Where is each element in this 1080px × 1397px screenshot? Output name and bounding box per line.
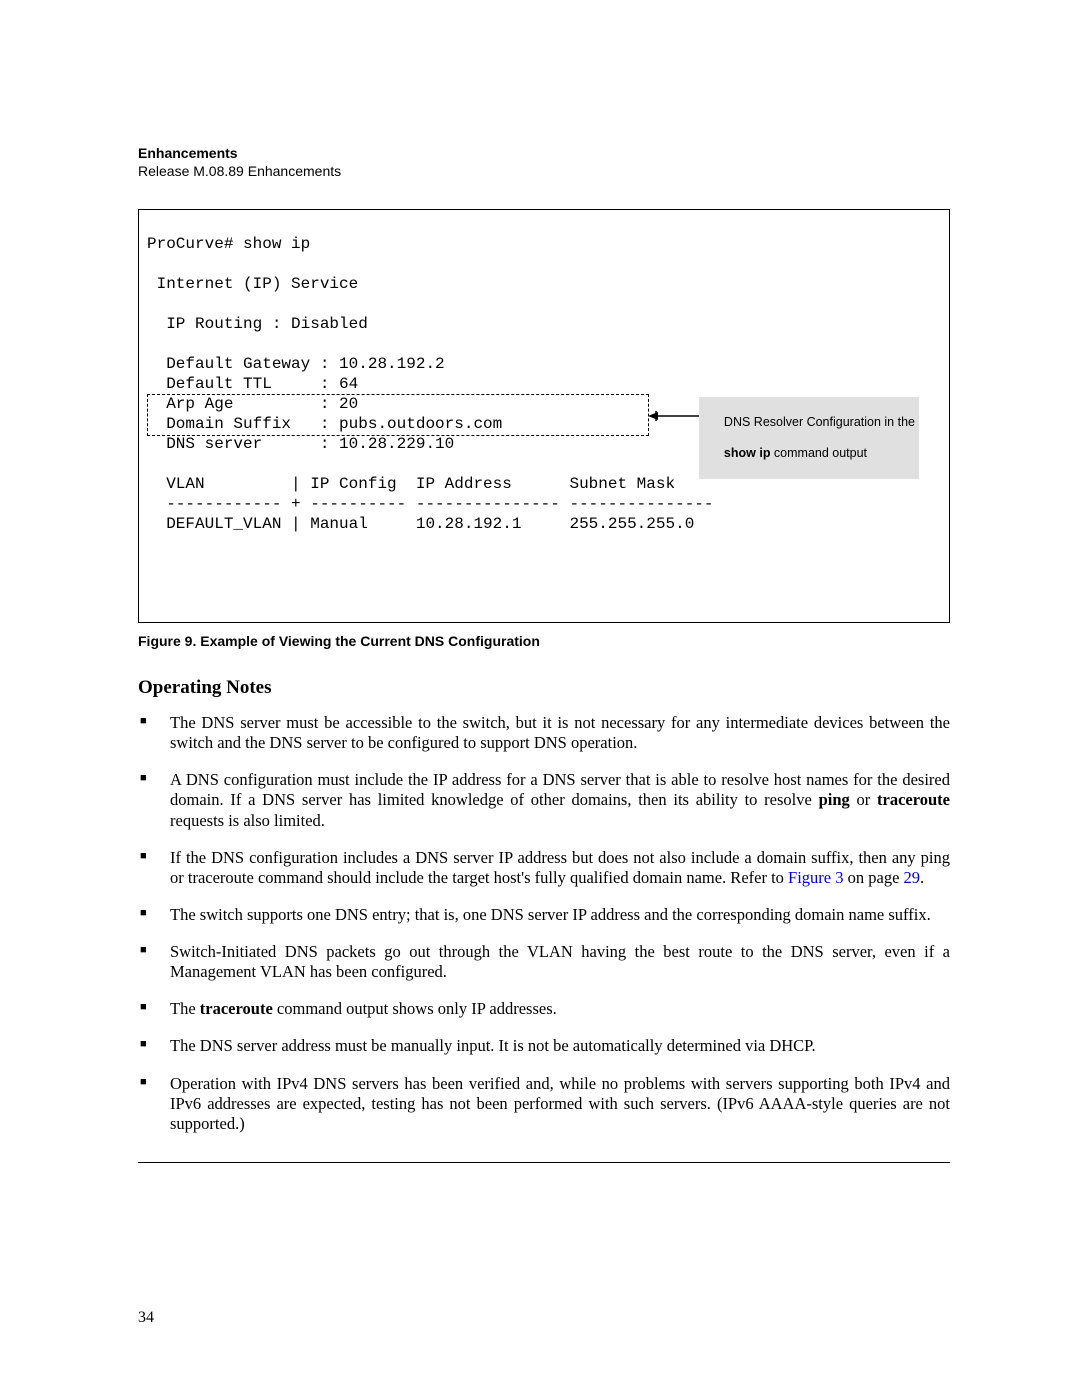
figure-caption: Figure 9. Example of Viewing the Current… bbox=[138, 633, 950, 649]
list-item: The DNS server address must be manually … bbox=[138, 1036, 950, 1056]
list-item: Operation with IPv4 DNS servers has been… bbox=[138, 1074, 950, 1134]
section-heading: Operating Notes bbox=[138, 677, 950, 699]
list-item: The traceroute command output shows only… bbox=[138, 999, 950, 1019]
list-text: The DNS server must be accessible to the… bbox=[170, 713, 950, 752]
terminal-line: Default TTL : 64 bbox=[147, 375, 358, 393]
bullet-list: The DNS server must be accessible to the… bbox=[138, 713, 950, 1134]
terminal-line: Arp Age : 20 bbox=[147, 395, 358, 413]
bold-text: traceroute bbox=[877, 790, 950, 809]
terminal-line: Internet (IP) Service bbox=[147, 275, 358, 293]
header-title: Enhancements bbox=[138, 145, 950, 161]
list-text: Operation with IPv4 DNS servers has been… bbox=[170, 1074, 950, 1133]
callout-label: DNS Resolver Configuration in the show i… bbox=[699, 397, 919, 479]
list-text: The bbox=[170, 999, 200, 1018]
terminal-line: DEFAULT_VLAN | Manual 10.28.192.1 255.25… bbox=[147, 515, 694, 533]
callout-text-line1: DNS Resolver Configuration in the bbox=[724, 415, 915, 429]
list-text: or bbox=[850, 790, 877, 809]
page-header: Enhancements Release M.08.89 Enhancement… bbox=[138, 145, 950, 179]
page-number: 34 bbox=[138, 1309, 154, 1327]
document-page: Enhancements Release M.08.89 Enhancement… bbox=[0, 0, 1080, 1231]
terminal-line: DNS server : 10.28.229.10 bbox=[147, 435, 454, 453]
bold-text: ping bbox=[819, 790, 850, 809]
terminal-line: ProCurve# show ip bbox=[147, 235, 310, 253]
terminal-line: Default Gateway : 10.28.192.2 bbox=[147, 355, 445, 373]
list-text: requests is also limited. bbox=[170, 811, 325, 830]
list-item: The switch supports one DNS entry; that … bbox=[138, 905, 950, 925]
divider-line bbox=[138, 1162, 950, 1163]
terminal-output-box: ProCurve# show ip Internet (IP) Service … bbox=[138, 209, 950, 623]
callout-text-rest: command output bbox=[770, 446, 867, 460]
terminal-line: Domain Suffix : pubs.outdoors.com bbox=[147, 415, 502, 433]
list-item: Switch-Initiated DNS packets go out thro… bbox=[138, 942, 950, 982]
list-text: The DNS server address must be manually … bbox=[170, 1036, 816, 1055]
list-text: The switch supports one DNS entry; that … bbox=[170, 905, 931, 924]
terminal-line: VLAN | IP Config IP Address Subnet Mask bbox=[147, 475, 675, 493]
list-text: Switch-Initiated DNS packets go out thro… bbox=[170, 942, 950, 981]
list-item: The DNS server must be accessible to the… bbox=[138, 713, 950, 753]
list-text: on page bbox=[844, 868, 904, 887]
terminal-line: ------------ + ---------- --------------… bbox=[147, 495, 714, 513]
list-item: A DNS configuration must include the IP … bbox=[138, 770, 950, 830]
header-subtitle: Release M.08.89 Enhancements bbox=[138, 163, 950, 179]
terminal-line: IP Routing : Disabled bbox=[147, 315, 368, 333]
list-text: command output shows only IP addresses. bbox=[273, 999, 557, 1018]
page-link[interactable]: 29 bbox=[904, 868, 921, 887]
callout-bold-text: show ip bbox=[724, 446, 771, 460]
list-item: If the DNS configuration includes a DNS … bbox=[138, 848, 950, 888]
list-text: . bbox=[920, 868, 924, 887]
figure-link[interactable]: Figure 3 bbox=[788, 868, 843, 887]
bold-text: traceroute bbox=[200, 999, 273, 1018]
